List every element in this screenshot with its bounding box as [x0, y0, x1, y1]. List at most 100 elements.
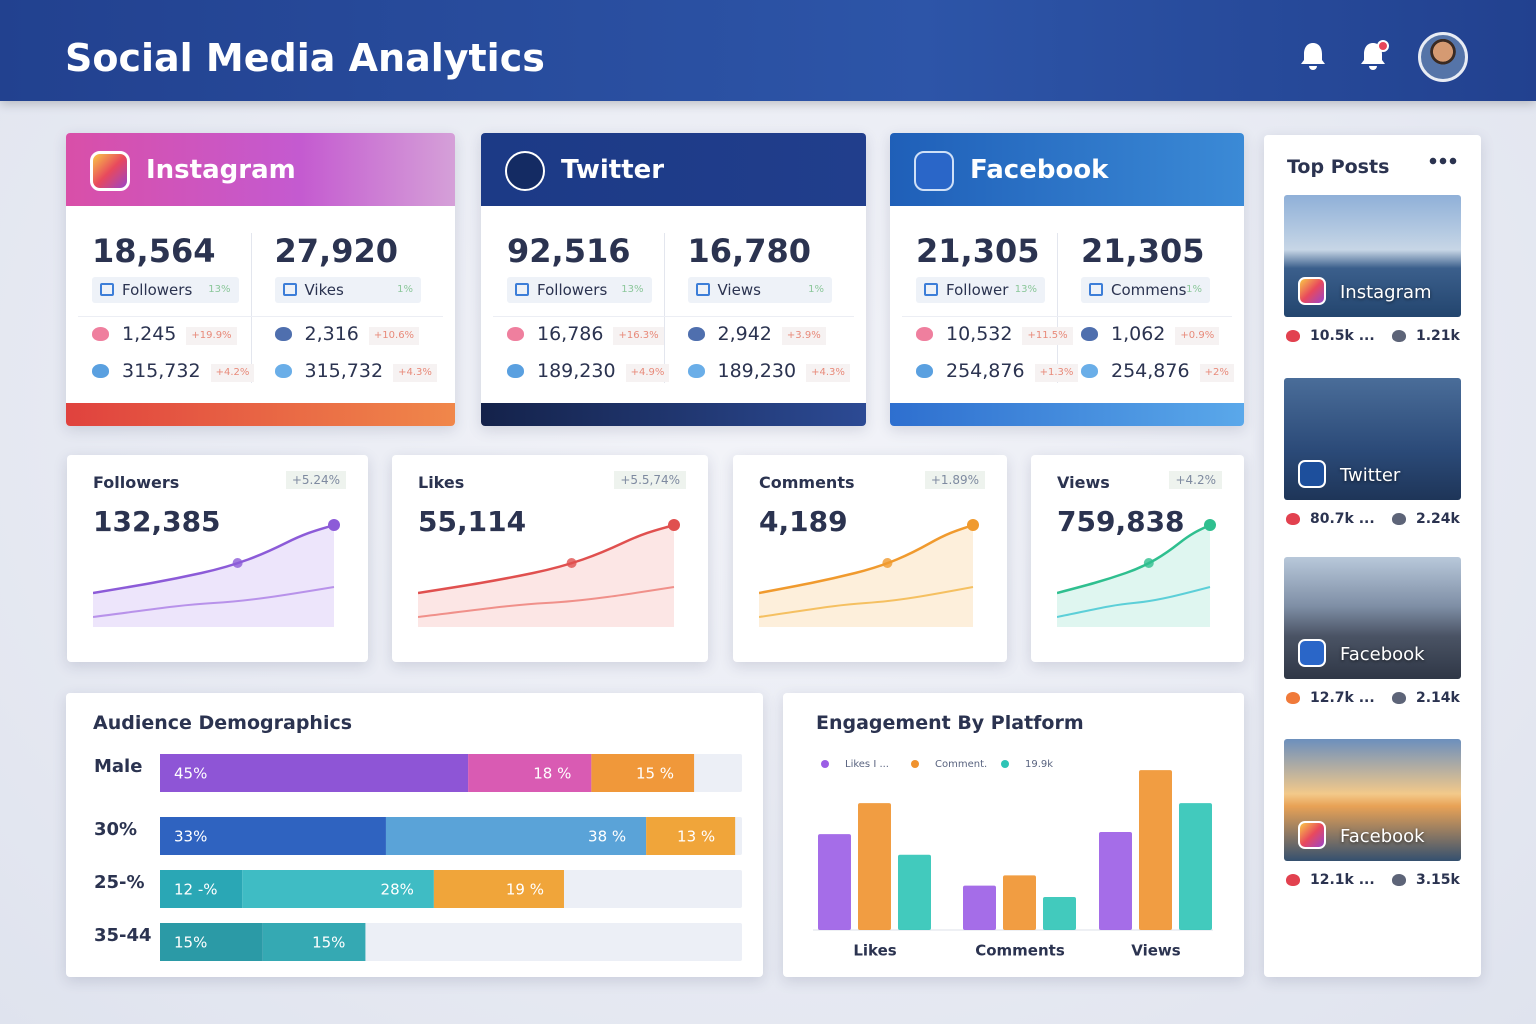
- demographics-panel: Audience Demographics Male 45% 18 % 15 % 30% 3…: [66, 693, 763, 977]
- sparkline: [1057, 519, 1216, 627]
- post-likes: 10.5k ...: [1286, 327, 1375, 345]
- share-icon: [1392, 513, 1406, 525]
- platform-name: Instagram: [146, 155, 296, 185]
- sparkline-point: [967, 519, 979, 531]
- sparkline-area: [759, 525, 973, 627]
- platform-card: Twitter 92,516 Followers 13% 16,786 +16.3% 189…: [481, 133, 866, 426]
- label-icon: [100, 283, 114, 296]
- row-icon: [507, 327, 524, 341]
- row-icon: [274, 364, 292, 378]
- post-platform-icon: [1298, 460, 1326, 488]
- more-button[interactable]: [1428, 157, 1458, 165]
- divider: [78, 316, 443, 317]
- notifications-button[interactable]: [1297, 40, 1329, 72]
- stat-label: Followers 13%: [92, 277, 239, 303]
- stat-change: 13%: [621, 284, 644, 295]
- like-icon: [1286, 692, 1300, 704]
- share-icon: [1392, 874, 1406, 886]
- share-icon: [1392, 330, 1406, 342]
- post-platform: Facebook: [1340, 826, 1425, 847]
- post-image[interactable]: Instagram: [1284, 195, 1461, 317]
- stat-value: 18,564: [92, 232, 216, 270]
- user-avatar[interactable]: [1418, 32, 1468, 82]
- bar: [1139, 770, 1172, 930]
- bar: [1099, 832, 1132, 930]
- row-icon: [687, 364, 705, 378]
- metric-row: 254,876 +2%: [1081, 359, 1234, 383]
- bar-label: 12 -%: [174, 881, 218, 899]
- stat-label: Vikes 1%: [274, 277, 421, 303]
- sparkline-point: [232, 558, 243, 568]
- panel-title: Audience Demographics: [93, 712, 353, 734]
- row-change: +4.3%: [806, 364, 850, 382]
- bar-label: 13 %: [677, 828, 715, 846]
- metric-title: Views: [1057, 473, 1110, 492]
- category-label: 25-%: [94, 872, 145, 893]
- metric-card: Views +4.2% 759,838: [1031, 455, 1244, 662]
- platform-icon: [505, 151, 545, 191]
- bar-segment: [160, 923, 263, 961]
- label-icon: [924, 283, 938, 296]
- like-icon: [1286, 513, 1300, 525]
- bar-label: 19 %: [506, 881, 544, 899]
- divider: [1057, 233, 1058, 383]
- category-label: Male: [94, 756, 142, 777]
- bar: [818, 834, 851, 930]
- alerts-button[interactable]: [1357, 40, 1389, 72]
- stat-value: 21,305: [1081, 232, 1205, 270]
- sparkline-line: [418, 586, 675, 618]
- bar-segment: [160, 817, 386, 855]
- metric-change: +1.89%: [924, 471, 985, 489]
- sparkline-point: [1204, 519, 1216, 531]
- metric-value: 132,385: [93, 505, 221, 538]
- metric-row: 254,876 +1.3%: [916, 359, 1079, 383]
- panel-title: Engagement By Platform: [816, 712, 1084, 734]
- metric-row: 16,786 +16.3%: [507, 322, 664, 346]
- metric-title: Comments: [759, 473, 855, 492]
- row-change: +10.6%: [368, 327, 420, 345]
- post-platform: Facebook: [1340, 644, 1425, 665]
- metric-row: 189,230 +4.3%: [687, 359, 850, 383]
- label-icon: [515, 283, 529, 296]
- sparkline-area: [1057, 525, 1210, 627]
- post-image[interactable]: Facebook: [1284, 739, 1461, 861]
- label-icon: [282, 283, 297, 296]
- platform-card: Facebook 21,305 Follower 13% 10,532 +11.5% 254…: [890, 133, 1244, 426]
- post-platform: Twitter: [1340, 465, 1401, 486]
- post-shares: 3.15k: [1392, 871, 1460, 889]
- row-change: +1.3%: [1034, 364, 1079, 382]
- bar-segment: [591, 754, 695, 792]
- stat-change: 1%: [397, 284, 413, 295]
- post-platform-icon: [1298, 277, 1326, 305]
- post-shares: 2.24k: [1392, 510, 1460, 528]
- row-change: +2%: [1199, 364, 1234, 382]
- bar: [1003, 875, 1036, 930]
- bar: [1043, 897, 1076, 930]
- post-image[interactable]: Twitter: [1284, 378, 1461, 500]
- metric-row: 1,245 +19.9%: [92, 322, 237, 346]
- bar-segment: [433, 870, 564, 908]
- bar-segment: [646, 817, 736, 855]
- metric-title: Followers: [93, 473, 180, 492]
- post-image[interactable]: Facebook: [1284, 557, 1461, 679]
- sparkline: [418, 519, 680, 627]
- metric-value: 4,189: [759, 505, 848, 538]
- platform-icon: [914, 151, 954, 191]
- sparkline-line: [93, 586, 335, 618]
- platform-header: Facebook: [890, 133, 1244, 206]
- row-change: +11.5%: [1022, 327, 1073, 345]
- sparkline-point: [1143, 558, 1154, 568]
- row-icon: [274, 327, 292, 341]
- row-change: +3.9%: [781, 327, 826, 345]
- metric-value: 55,114: [418, 505, 527, 538]
- platform-header: Instagram: [66, 133, 455, 206]
- legend-label: Likes I ...: [845, 759, 889, 770]
- stat-label: Commens 1%: [1081, 277, 1210, 303]
- platform-accent: [66, 403, 455, 426]
- bar-label: 28%: [381, 881, 414, 899]
- metric-value: 759,838: [1057, 505, 1185, 538]
- top-posts-panel: Top Posts Instagram 10.5k ... 1.21k Twitter 8…: [1264, 135, 1481, 977]
- stat-label: Views 1%: [687, 277, 832, 303]
- post-likes: 12.7k ...: [1286, 689, 1375, 707]
